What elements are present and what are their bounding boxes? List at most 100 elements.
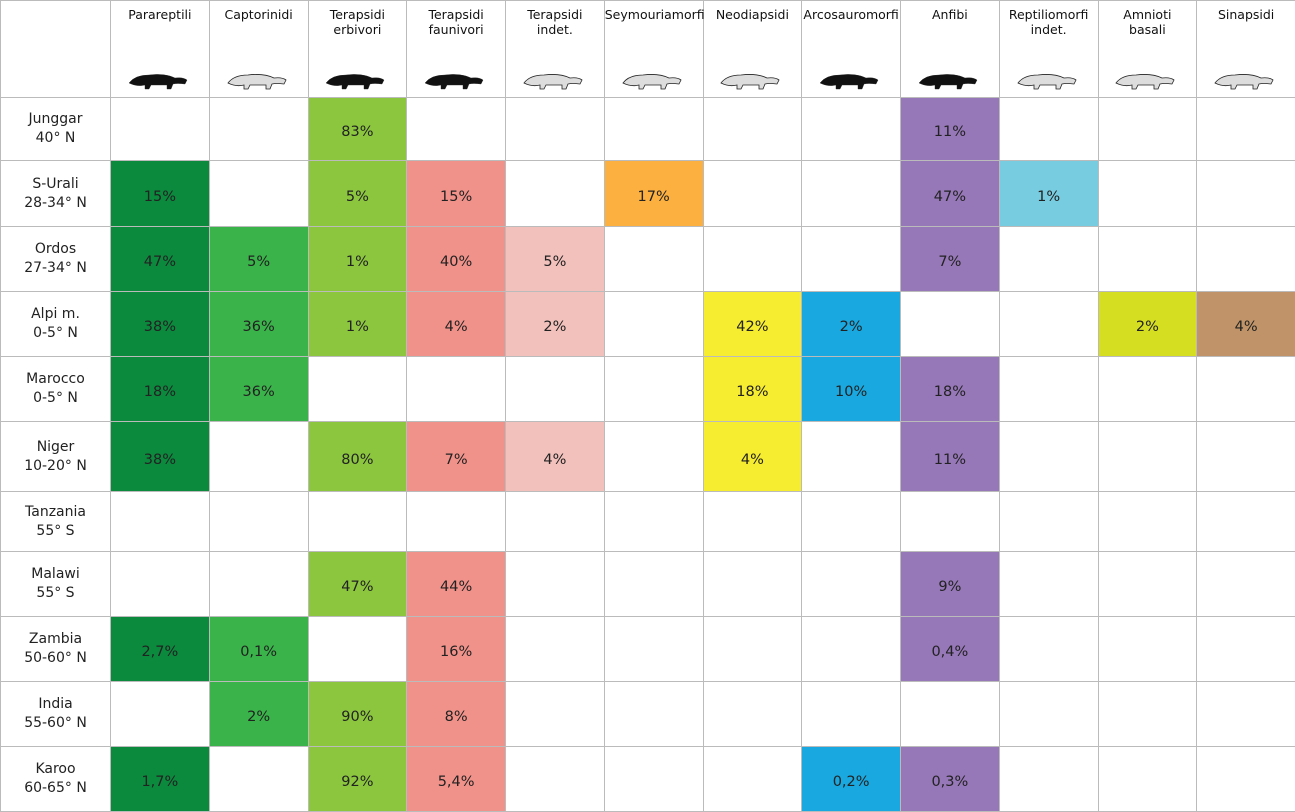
percent-cell: 4% xyxy=(703,422,802,492)
percent-cell: 8% xyxy=(407,682,506,747)
percent-cell: 4% xyxy=(1197,292,1295,357)
column-header: Terapsidi indet. xyxy=(506,1,605,98)
percent-cell: 47% xyxy=(111,227,210,292)
percent-cell: 38% xyxy=(111,422,210,492)
corner-cell xyxy=(1,1,111,98)
site-name: India xyxy=(1,695,110,714)
animal-silhouette xyxy=(125,69,195,91)
column-header: Terapsidi erbivori xyxy=(308,1,407,98)
empty-cell xyxy=(703,747,802,812)
empty-cell xyxy=(802,422,901,492)
animal-silhouette xyxy=(816,69,886,91)
empty-cell xyxy=(703,552,802,617)
empty-cell xyxy=(1098,98,1197,161)
animal-silhouette xyxy=(1014,69,1084,91)
empty-cell xyxy=(1098,682,1197,747)
empty-cell xyxy=(111,492,210,552)
latitude: 60-65° N xyxy=(1,779,110,798)
latitude: 55° S xyxy=(1,522,110,541)
animal-silhouette xyxy=(619,69,689,91)
column-title: Terapsidi erbivori xyxy=(330,7,385,37)
site-name: Karoo xyxy=(1,760,110,779)
empty-cell xyxy=(802,552,901,617)
empty-cell xyxy=(703,227,802,292)
percent-cell: 92% xyxy=(308,747,407,812)
empty-cell xyxy=(999,422,1098,492)
empty-cell xyxy=(999,357,1098,422)
percent-cell: 0,1% xyxy=(209,617,308,682)
percent-cell: 9% xyxy=(901,552,1000,617)
animal-silhouette xyxy=(717,69,787,91)
empty-cell xyxy=(802,492,901,552)
empty-cell xyxy=(308,492,407,552)
empty-cell xyxy=(999,617,1098,682)
percent-cell: 15% xyxy=(407,161,506,227)
latitude: 10-20° N xyxy=(1,457,110,476)
row-label: Alpi m.0-5° N xyxy=(1,292,111,357)
column-header: Terapsidi faunivori xyxy=(407,1,506,98)
percent-cell: 11% xyxy=(901,98,1000,161)
percent-cell: 80% xyxy=(308,422,407,492)
empty-cell xyxy=(209,422,308,492)
empty-cell xyxy=(802,227,901,292)
latitude: 0-5° N xyxy=(1,389,110,408)
animal-silhouette xyxy=(1112,69,1182,91)
percent-cell: 47% xyxy=(901,161,1000,227)
percent-cell: 47% xyxy=(308,552,407,617)
empty-cell xyxy=(1197,357,1295,422)
column-title: Neodiapsidi xyxy=(716,7,789,22)
percent-cell: 5% xyxy=(308,161,407,227)
empty-cell xyxy=(407,492,506,552)
column-header: Seymouriamorfi xyxy=(604,1,703,98)
latitude: 55° S xyxy=(1,584,110,603)
empty-cell xyxy=(1098,357,1197,422)
empty-cell xyxy=(703,98,802,161)
site-name: Tanzania xyxy=(1,503,110,522)
empty-cell xyxy=(802,161,901,227)
site-name: Malawi xyxy=(1,565,110,584)
percent-cell: 5% xyxy=(209,227,308,292)
animal-silhouette xyxy=(322,69,392,91)
empty-cell xyxy=(901,492,1000,552)
site-name: Junggar xyxy=(1,110,110,129)
percent-cell: 83% xyxy=(308,98,407,161)
empty-cell xyxy=(506,357,605,422)
percent-cell: 11% xyxy=(901,422,1000,492)
empty-cell xyxy=(506,552,605,617)
percent-cell: 0,3% xyxy=(901,747,1000,812)
empty-cell xyxy=(999,552,1098,617)
empty-cell xyxy=(1197,492,1295,552)
empty-cell xyxy=(604,357,703,422)
empty-cell xyxy=(999,292,1098,357)
empty-cell xyxy=(999,682,1098,747)
empty-cell xyxy=(1197,747,1295,812)
empty-cell xyxy=(1098,617,1197,682)
empty-cell xyxy=(209,98,308,161)
empty-cell xyxy=(604,492,703,552)
percent-cell: 1,7% xyxy=(111,747,210,812)
empty-cell xyxy=(506,617,605,682)
empty-cell xyxy=(506,161,605,227)
percent-cell: 2% xyxy=(506,292,605,357)
empty-cell xyxy=(1197,227,1295,292)
empty-cell xyxy=(999,747,1098,812)
empty-cell xyxy=(308,357,407,422)
empty-cell xyxy=(506,492,605,552)
percent-cell: 1% xyxy=(308,227,407,292)
empty-cell xyxy=(604,617,703,682)
column-header: Amnioti basali xyxy=(1098,1,1197,98)
empty-cell xyxy=(1197,422,1295,492)
empty-cell xyxy=(802,98,901,161)
empty-cell xyxy=(1098,747,1197,812)
empty-cell xyxy=(1098,552,1197,617)
latitude: 55-60° N xyxy=(1,714,110,733)
empty-cell xyxy=(1197,552,1295,617)
empty-cell xyxy=(802,682,901,747)
